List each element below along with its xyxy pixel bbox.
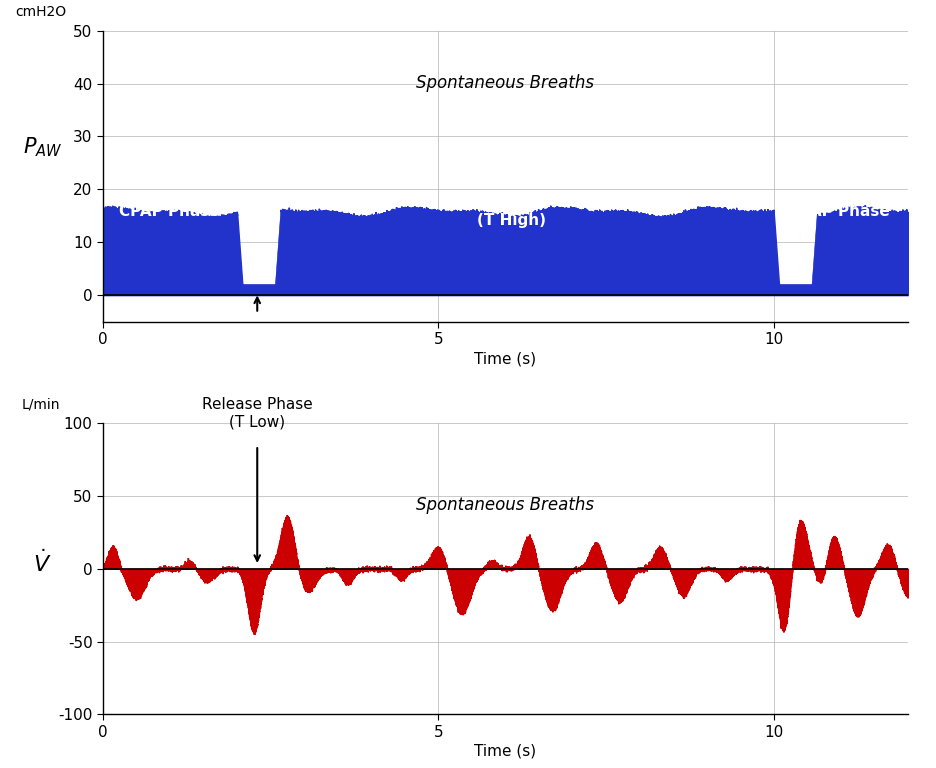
Text: cmH2O: cmH2O	[15, 5, 66, 19]
Text: Release Phase
(T Low): Release Phase (T Low)	[202, 397, 313, 429]
X-axis label: Time (s): Time (s)	[475, 744, 536, 759]
Text: Spontaneous Breaths: Spontaneous Breaths	[417, 496, 594, 514]
Text: L/min: L/min	[22, 398, 60, 412]
Text: CPAP Phase
(T High): CPAP Phase (T High)	[461, 194, 562, 228]
X-axis label: Time (s): Time (s)	[475, 351, 536, 366]
Text: CPAP Phase: CPAP Phase	[789, 204, 890, 219]
Text: Spontaneous Breaths: Spontaneous Breaths	[417, 74, 594, 92]
Text: CPAP Phase: CPAP Phase	[120, 204, 220, 219]
Text: $\dot{V}$: $\dot{V}$	[34, 550, 51, 577]
Text: $P_{AW}$: $P_{AW}$	[22, 135, 63, 159]
